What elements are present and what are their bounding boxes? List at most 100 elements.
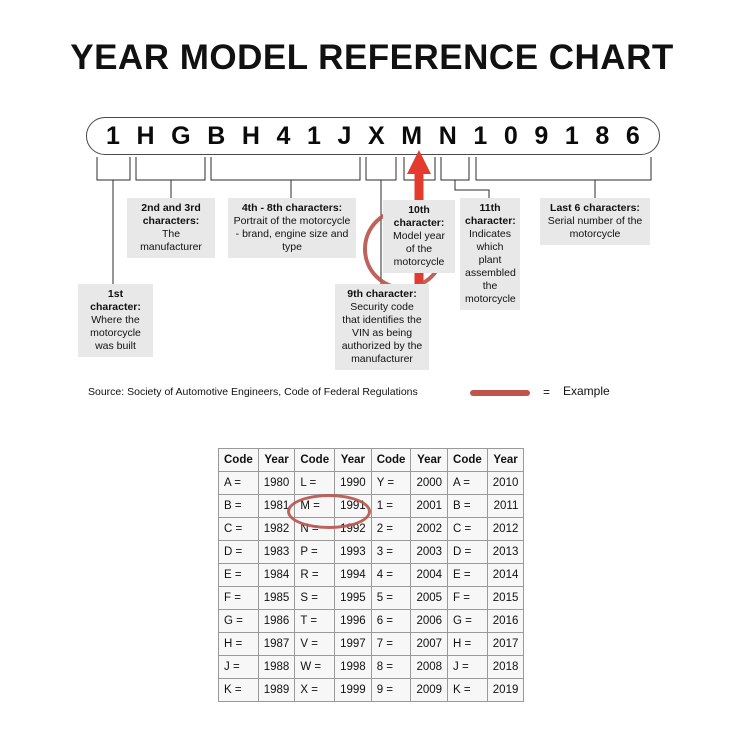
year-cell-2-7: 2012	[486, 517, 525, 541]
table-row: F = 1985 S = 1995 5 = 2005 F = 2015	[218, 586, 525, 610]
year-cell-2-1: 1982	[257, 517, 296, 541]
year-cell-8-1: 1988	[257, 655, 296, 679]
column-header-6: Code	[447, 448, 488, 472]
vin-char-7: 1	[307, 121, 321, 150]
code-cell-5-4: 5 =	[370, 586, 412, 610]
code-cell-4-2: R =	[294, 563, 336, 587]
callout-2nd-3rd-heading: 2nd and 3rd characters:	[141, 202, 201, 227]
code-cell-1-6: B =	[447, 494, 488, 518]
code-cell-7-6: H =	[447, 632, 488, 656]
year-cell-6-7: 2016	[486, 609, 525, 633]
year-cell-3-3: 1993	[334, 540, 372, 564]
year-cell-4-3: 1994	[334, 563, 372, 587]
column-header-7: Year	[486, 448, 525, 472]
code-cell-3-2: P =	[294, 540, 336, 564]
code-cell-5-2: S =	[294, 586, 336, 610]
table-row: J = 1988 W = 1998 8 = 2008 J = 2018	[218, 655, 525, 679]
code-cell-9-2: X =	[294, 678, 336, 702]
table-row: G = 1986 T = 1996 6 = 2006 G = 2016	[218, 609, 525, 633]
code-cell-8-2: W =	[294, 655, 336, 679]
code-cell-1-4: 1 =	[370, 494, 412, 518]
callout-11th-body: Indicates which plant assembled the moto…	[465, 228, 516, 305]
vin-capsule	[86, 117, 660, 155]
callout-4th-8th-heading: 4th - 8th characters:	[241, 202, 343, 214]
bracket-2nd-3rd	[135, 157, 206, 181]
year-code-table: Code Year Code Year Code Year Code Year A = 1980…	[218, 448, 525, 702]
bracket-9th	[365, 157, 397, 181]
year-cell-9-7: 2019	[486, 678, 525, 702]
year-cell-3-7: 2013	[486, 540, 525, 564]
year-cell-2-5: 2002	[410, 517, 449, 541]
table-body: A = 1980 L = 1990 Y = 2000 A = 2010 B = 1981 M = 19…	[218, 471, 525, 702]
callout-10th-heading: 10th character:	[393, 204, 445, 229]
column-header-0: Code	[218, 448, 259, 472]
vin-char-12: 1	[473, 121, 488, 150]
callout-1st-character: 1st character: Where the motorcycle was …	[78, 284, 153, 357]
column-header-2: Code	[294, 448, 336, 472]
code-cell-5-6: F =	[447, 586, 488, 610]
callout-last6-body: Serial number of the motorcycle	[547, 215, 643, 240]
vin-char-15: 1	[564, 121, 579, 150]
vin-char-14: 9	[534, 121, 549, 150]
year-cell-9-3: 1999	[334, 678, 372, 702]
year-cell-5-7: 2015	[486, 586, 525, 610]
code-cell-9-0: K =	[218, 678, 259, 702]
code-cell-0-0: A =	[218, 471, 259, 495]
code-cell-5-0: F =	[218, 586, 259, 610]
column-header-3: Year	[334, 448, 372, 472]
year-cell-7-1: 1987	[257, 632, 296, 656]
year-cell-1-5: 2001	[410, 494, 449, 518]
leader-11th	[454, 180, 490, 198]
year-cell-6-3: 1996	[334, 609, 372, 633]
year-cell-7-7: 2017	[486, 632, 525, 656]
table-row: B = 1981 M = 1991 1 = 2001 B = 2011	[218, 494, 525, 518]
callout-11th-character: 11th character: Indicates which plant as…	[460, 198, 520, 310]
year-cell-8-3: 1998	[334, 655, 372, 679]
callout-2nd-3rd-body: The manufacturer	[140, 228, 202, 253]
table-row: H = 1987 V = 1997 7 = 2007 H = 2017	[218, 632, 525, 656]
legend-equals-sign: =	[543, 385, 551, 399]
year-cell-6-1: 1986	[257, 609, 296, 633]
bracket-4th-8th	[210, 157, 361, 181]
legend-swatch	[470, 390, 530, 396]
code-cell-4-0: E =	[218, 563, 259, 587]
code-cell-2-0: C =	[218, 517, 259, 541]
code-cell-6-6: G =	[447, 609, 488, 633]
year-cell-0-3: 1990	[334, 471, 372, 495]
vin-char-11: N	[438, 121, 457, 150]
code-cell-0-4: Y =	[370, 471, 412, 495]
callout-last6-heading: Last 6 characters:	[550, 202, 640, 214]
vin-char-10: M	[401, 121, 423, 150]
code-cell-6-4: 6 =	[370, 609, 412, 633]
vin-char-8: J	[337, 121, 352, 150]
code-cell-7-0: H =	[218, 632, 259, 656]
callout-9th-body: Security code that identifies the VIN as…	[341, 301, 423, 365]
code-cell-8-6: J =	[447, 655, 488, 679]
callout-last-6-characters: Last 6 characters: Serial number of the …	[540, 198, 650, 245]
source-note: Source: Society of Automotive Engineers,…	[88, 386, 418, 398]
callout-2nd-3rd-characters: 2nd and 3rd characters: The manufacturer	[127, 198, 215, 258]
code-cell-6-0: G =	[218, 609, 259, 633]
vin-char-4: B	[207, 121, 226, 150]
column-header-5: Year	[410, 448, 449, 472]
year-cell-7-5: 2007	[410, 632, 449, 656]
year-cell-8-7: 2018	[486, 655, 525, 679]
table-row: E = 1984 R = 1994 4 = 2004 E = 2014	[218, 563, 525, 587]
column-header-4: Code	[370, 448, 412, 472]
year-cell-5-5: 2005	[410, 586, 449, 610]
table-row: D = 1983 P = 1993 3 = 2003 D = 2013	[218, 540, 525, 564]
year-cell-0-1: 1980	[257, 471, 296, 495]
code-cell-1-0: B =	[218, 494, 259, 518]
year-cell-9-1: 1989	[257, 678, 296, 702]
code-cell-7-4: 7 =	[370, 632, 412, 656]
year-cell-1-7: 2011	[486, 494, 525, 518]
legend-label: Example	[563, 384, 610, 398]
table-row: A = 1980 L = 1990 Y = 2000 A = 2010	[218, 471, 525, 495]
year-cell-4-7: 2014	[486, 563, 525, 587]
vin-char-17: 6	[625, 121, 640, 150]
callout-11th-heading: 11th character:	[465, 202, 516, 227]
vin-char-5: H	[241, 121, 260, 150]
year-cell-4-5: 2004	[410, 563, 449, 587]
code-cell-0-2: L =	[294, 471, 336, 495]
